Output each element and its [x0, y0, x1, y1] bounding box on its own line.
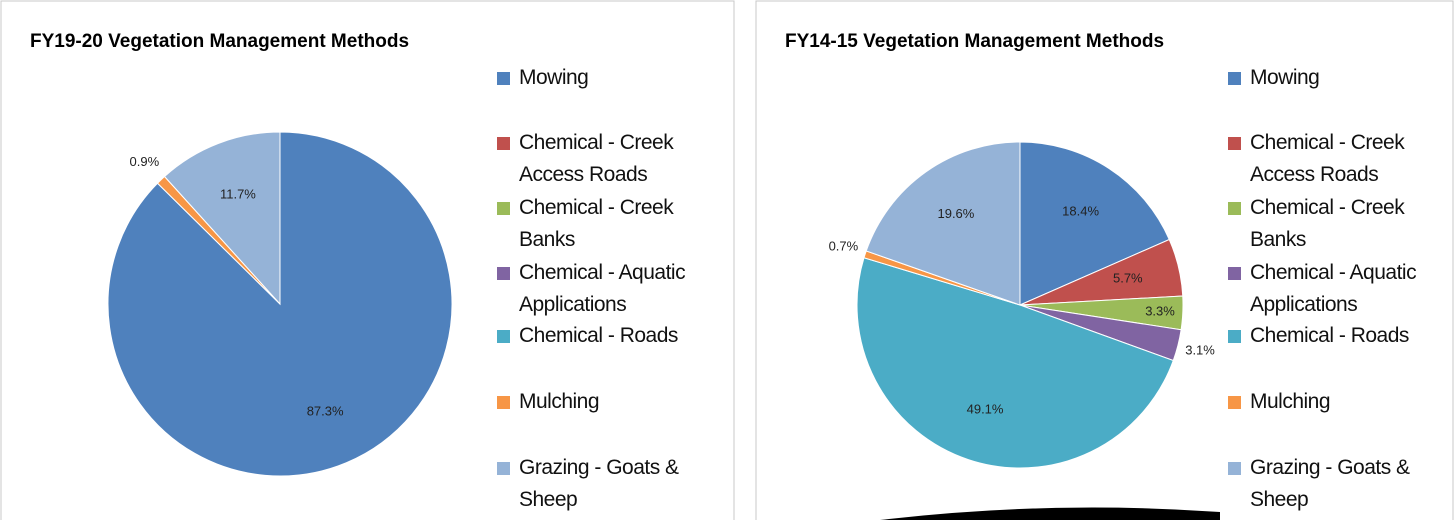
- legend-label: Mulching: [1250, 390, 1331, 413]
- pie-slice: [163, 131, 281, 306]
- chart-title: FY14-15 Vegetation Management Methods: [785, 31, 1164, 52]
- legend-item: Chemical - Creek Access Roads: [1228, 127, 1418, 191]
- legend-label: Chemical - Creek Banks: [519, 196, 674, 251]
- legend-label: Chemical - Roads: [1250, 324, 1409, 347]
- legend-label: Chemical - Aquatic Applications: [1250, 261, 1417, 316]
- legend-swatch: [1228, 202, 1241, 215]
- legend-label: Chemical - Roads: [519, 324, 678, 347]
- legend-label: Mowing: [519, 66, 589, 89]
- legend-label: Chemical - Aquatic Applications: [519, 261, 686, 316]
- data-label: 3.3%: [1145, 303, 1175, 318]
- legend-item: Grazing - Goats & Sheep: [1228, 452, 1418, 516]
- legend-item: Chemical - Aquatic Applications: [1228, 257, 1418, 321]
- data-label: 11.7%: [220, 186, 256, 201]
- legend-label: Chemical - Creek Banks: [1250, 196, 1405, 251]
- legend-swatch: [497, 202, 510, 215]
- data-label: 19.6%: [937, 206, 974, 221]
- legend-label: Mulching: [519, 390, 600, 413]
- legend-swatch: [1228, 137, 1241, 150]
- data-label: 0.7%: [829, 239, 859, 254]
- legend-item: Mowing: [497, 62, 589, 94]
- legend-swatch: [1228, 72, 1241, 85]
- legend-item: Mulching: [497, 386, 600, 418]
- legend-swatch: [497, 330, 510, 343]
- legend-item: Chemical - Creek Banks: [1228, 192, 1418, 256]
- pie-slice: [865, 141, 1021, 306]
- legend-swatch: [497, 137, 510, 150]
- legend-label: Mowing: [1250, 66, 1320, 89]
- legend-swatch: [1228, 462, 1241, 475]
- data-label: 18.4%: [1062, 204, 1099, 219]
- legend-swatch: [497, 72, 510, 85]
- legend-label: Grazing - Goats & Sheep: [1250, 456, 1410, 511]
- pie-slice: [1019, 141, 1170, 306]
- legend-label: Chemical - Creek Access Roads: [519, 131, 674, 186]
- pie-slice: [856, 257, 1174, 469]
- edge-shadow: [880, 507, 1220, 520]
- data-label: 49.1%: [967, 402, 1004, 417]
- legend-label: Chemical - Creek Access Roads: [1250, 131, 1405, 186]
- legend-item: Mowing: [1228, 62, 1320, 94]
- data-label: 3.1%: [1185, 342, 1215, 357]
- data-label: 87.3%: [307, 403, 344, 418]
- legend-item: Chemical - Roads: [1228, 320, 1409, 352]
- data-label: 5.7%: [1113, 271, 1143, 286]
- legend-swatch: [1228, 267, 1241, 280]
- legend-item: Grazing - Goats & Sheep: [497, 452, 687, 516]
- legend-item: Mulching: [1228, 386, 1331, 418]
- data-label: 0.9%: [130, 154, 160, 169]
- legend-item: Chemical - Creek Access Roads: [497, 127, 687, 191]
- legend-item: Chemical - Creek Banks: [497, 192, 687, 256]
- legend-swatch: [497, 267, 510, 280]
- legend-swatch: [497, 396, 510, 409]
- legend-label: Grazing - Goats & Sheep: [519, 456, 679, 511]
- legend-item: Chemical - Roads: [497, 320, 678, 352]
- legend-swatch: [497, 462, 510, 475]
- chart-title: FY19-20 Vegetation Management Methods: [30, 31, 409, 52]
- legend-item: Chemical - Aquatic Applications: [497, 257, 687, 321]
- legend-swatch: [1228, 396, 1241, 409]
- legend-swatch: [1228, 330, 1241, 343]
